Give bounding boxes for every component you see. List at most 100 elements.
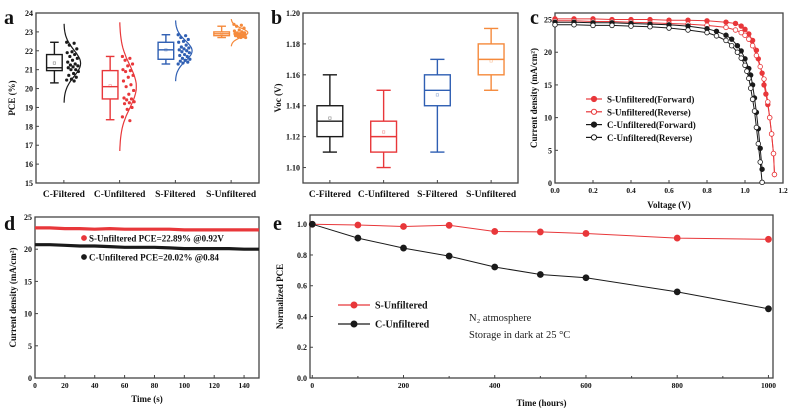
legend-marker xyxy=(81,235,87,241)
box-C-Filtered xyxy=(316,74,344,153)
data-point xyxy=(753,124,760,131)
data-point xyxy=(673,234,681,242)
y-tick-label: 18 xyxy=(25,122,33,131)
data-point xyxy=(120,54,125,59)
box-C-Unfiltered xyxy=(370,89,398,169)
legend-marker xyxy=(350,320,358,328)
legend-label: S-Unfiltered(Forward) xyxy=(607,95,694,105)
data-point xyxy=(131,73,135,77)
panel-label: d xyxy=(4,213,15,235)
data-point xyxy=(768,131,775,137)
x-axis-title: Time (s) xyxy=(131,394,163,404)
data-point xyxy=(673,288,681,296)
data-point xyxy=(186,60,190,64)
data-point xyxy=(491,263,499,271)
data-point xyxy=(729,42,735,49)
iqr-box xyxy=(157,41,175,60)
legend-label: C-Unfiltered PCE=20.02% @0.84 xyxy=(89,253,219,263)
data-point xyxy=(69,68,73,72)
series-S-Unfiltered xyxy=(308,220,772,243)
x-tick-label: 40 xyxy=(91,381,99,390)
x-axis-title: Voltage (V) xyxy=(647,200,690,210)
panel-c: 0 5 10 15 20 25 0.0 0.2 0.4 0.6 0.8 1.0 1.2 c Current … xyxy=(529,7,788,210)
x-tick-label: 100 xyxy=(179,381,191,390)
x-category-label: C-Unfiltered xyxy=(358,190,410,200)
data-point xyxy=(128,69,133,73)
x-tick-label: 600 xyxy=(580,381,592,390)
panel-label: a xyxy=(4,7,14,29)
series-C-Unfiltered xyxy=(308,220,772,313)
y-tick-label: 20 xyxy=(544,48,552,57)
box-S-Unfiltered xyxy=(477,27,505,91)
data-point xyxy=(232,29,237,33)
y-tick-label: 5 xyxy=(548,146,552,155)
data-point xyxy=(765,235,772,243)
series-C-Unfiltered(Reverse) xyxy=(552,22,765,186)
panel-d: 0 5 10 15 20 25 0 20 40 60 80 100 120 140 d Current den… xyxy=(4,213,260,404)
data-point xyxy=(184,43,188,47)
legend-marker xyxy=(590,121,598,128)
data-point xyxy=(666,25,672,31)
legend-label: S-Unfiltered xyxy=(375,301,428,312)
data-point xyxy=(552,22,558,28)
y-tick-label: 20 xyxy=(25,85,33,94)
y-tick-label: 10 xyxy=(544,114,552,123)
y-tick-label: 1.12 xyxy=(286,133,300,142)
data-point xyxy=(180,56,185,60)
data-point xyxy=(732,20,739,27)
panel-label: b xyxy=(271,7,282,29)
data-point xyxy=(536,271,544,278)
distribution-curve xyxy=(119,22,137,152)
data-point xyxy=(72,79,76,83)
data-point xyxy=(73,52,77,57)
y-tick-label: 1.18 xyxy=(286,40,300,49)
y-tick-label: 23 xyxy=(25,28,33,37)
iqr-box xyxy=(45,53,63,72)
data-point xyxy=(70,58,75,62)
data-point xyxy=(67,43,71,47)
x-axis-title: Time (hours) xyxy=(516,398,566,408)
legend-label: S-Unfiltered(Reverse) xyxy=(607,107,691,117)
y-axis-title: Current density (mA/cm²) xyxy=(529,48,539,148)
data-point xyxy=(128,56,132,60)
data-point xyxy=(771,171,778,178)
data-point xyxy=(69,77,74,81)
data-point xyxy=(121,68,125,72)
data-point xyxy=(734,49,741,55)
annotation: N₂ atmosphere xyxy=(469,313,532,324)
box-S-Filtered xyxy=(157,34,175,65)
data-point xyxy=(124,85,128,89)
data-point xyxy=(184,34,188,38)
data-point xyxy=(72,41,76,45)
y-tick-label: 1.20 xyxy=(286,9,300,18)
data-point xyxy=(75,47,79,51)
data-point xyxy=(177,40,181,44)
series-C-Unfiltered xyxy=(35,243,259,251)
data-point xyxy=(757,159,763,165)
data-point xyxy=(75,56,79,60)
x-tick-label: 0.0 xyxy=(550,186,560,195)
data-point xyxy=(536,228,544,236)
data-point xyxy=(73,62,77,66)
x-tick-label: 60 xyxy=(121,381,129,390)
data-point xyxy=(748,85,754,91)
x-category-label: S-Filtered xyxy=(155,190,196,200)
data-point xyxy=(71,71,76,76)
data-point xyxy=(445,221,453,229)
y-axis-title: Normalized PCE xyxy=(275,264,285,329)
data-point xyxy=(765,99,771,105)
distribution-curve xyxy=(63,23,82,103)
y-tick-label: 17 xyxy=(25,141,33,150)
data-point xyxy=(240,30,244,34)
data-point xyxy=(177,48,181,52)
data-point xyxy=(239,23,243,27)
data-point xyxy=(125,107,129,111)
legend-label: C-Unfiltered(Forward) xyxy=(607,120,696,130)
y-tick-label: 16 xyxy=(25,160,33,169)
data-point xyxy=(491,228,499,235)
data-point xyxy=(185,54,189,59)
y-tick-label: 25 xyxy=(24,213,32,222)
data-point xyxy=(128,119,132,123)
data-point xyxy=(738,23,744,29)
data-point xyxy=(647,24,653,30)
